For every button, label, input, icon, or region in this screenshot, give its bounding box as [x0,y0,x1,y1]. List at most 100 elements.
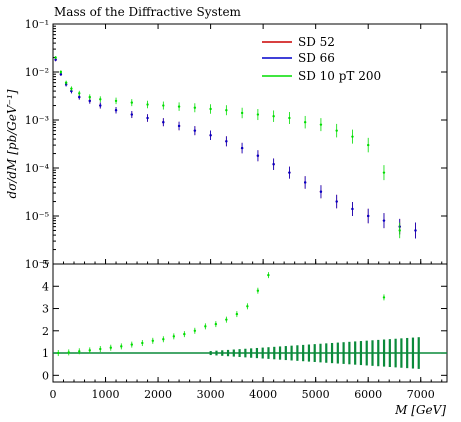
chart-title: Mass of the Diffractive System [54,5,242,19]
point-sd10 [64,81,68,84]
point-sd66 [225,140,228,143]
ratio-point-sd10 [57,351,60,355]
ratio-band [221,350,224,356]
x-tick-label: 4000 [249,388,277,401]
ratio-band [382,339,386,367]
point-sd66 [99,104,102,107]
upper-plot-frame [52,23,448,265]
upper-y-tick-label: 10⁻⁵ [25,210,49,223]
point-sd10 [114,99,118,103]
ratio-band [244,348,247,358]
ratio-point-sd10 [183,332,186,336]
x-tick-label: 6000 [354,388,382,401]
point-sd10 [70,87,73,90]
upper-y-tick-label: 10⁻² [25,66,49,79]
ratio-band [377,339,380,367]
ratio-band [278,346,282,360]
point-sd10 [398,229,401,232]
point-sd66 [256,154,260,157]
ratio-band [400,338,403,368]
x-tick-label: 0 [50,388,57,401]
ratio-point-sd10 [130,343,133,346]
lower-y-tick-label: 5 [42,258,49,271]
legend-label-sd10: SD 10 pT 200 [298,69,381,83]
upper-panel: 10⁻⁶ 10⁻⁵ 10⁻⁴ 10⁻³ 10⁻² 10⁻¹ SD 52 SD 66 SD … [5,18,448,271]
point-sd10 [256,113,260,116]
point-sd10 [382,171,386,174]
point-sd10 [130,101,133,104]
ratio-band [330,342,334,364]
x-tick-label: 7000 [407,388,435,401]
ratio-point-sd10 [256,289,260,292]
ratio-band [226,349,230,357]
point-sd66 [78,95,81,99]
point-sd10 [146,103,149,106]
ratio-band [388,339,391,367]
ratio-point-sd10 [151,339,155,343]
ratio-point-sd10 [382,296,386,299]
point-sd66 [367,214,370,218]
upper-y-tick-label: 10⁻³ [25,114,49,127]
ratio-band [394,338,397,368]
point-sd10 [54,56,57,59]
ratio-point-sd10 [109,346,112,349]
ratio-band [302,344,305,362]
point-sd10 [225,109,228,112]
ratio-band [267,347,270,359]
point-sd10 [319,123,323,126]
ratio-band [209,351,212,356]
upper-y-tick-label: 10⁻¹ [25,18,49,31]
ratio-band [290,345,293,361]
ratio-point-sd10 [141,341,144,345]
point-sd66 [382,219,386,222]
upper-data [54,56,417,239]
point-sd66 [335,200,338,203]
ratio-band [354,341,357,365]
point-sd10 [288,116,291,120]
ratio-band [342,342,345,364]
point-sd10 [59,70,63,74]
ratio-band [284,346,287,361]
ratio-band [255,347,259,359]
lower-y-tick-label: 4 [42,280,49,293]
ratio-band [313,344,316,362]
ratio-band [238,349,241,357]
x-tick-label: 1000 [92,388,120,401]
ratio-band [348,341,351,365]
x-tick-label: 3000 [197,388,225,401]
lower-ticks: 0 1000 2000 3000 4000 5000 6000 7000 0 1 2 3 4 5 [42,258,447,401]
ratio-point-sd10 [235,312,239,316]
point-sd66 [130,113,133,116]
point-sd10 [240,111,244,115]
lower-plot-frame [52,263,448,383]
ratio-band [365,340,368,366]
ratio-band [371,340,374,366]
ratio-band [232,349,235,357]
point-sd66 [88,99,91,103]
point-sd10 [367,143,370,147]
lower-y-tick-label: 0 [42,369,49,382]
point-sd10 [177,105,181,108]
ratio-point-sd10 [162,338,165,341]
ratio-band [319,343,322,363]
point-sd66 [146,116,149,120]
point-sd66 [351,207,354,211]
ratio-point-sd10 [246,305,249,308]
x-axis-label: M [GeV] [394,403,446,417]
lower-data [53,272,447,369]
point-sd66 [177,124,181,128]
point-sd66 [54,58,57,61]
lower-y-tick-label: 1 [42,347,49,360]
ratio-band [417,337,420,369]
point-sd66 [272,162,275,166]
point-sd10 [272,114,275,118]
point-sd10 [193,106,197,109]
point-sd66 [240,146,244,150]
point-sd66 [70,89,73,93]
lower-y-tick-label: 3 [42,303,49,316]
legend: SD 52 SD 66 SD 10 pT 200 [262,35,381,83]
upper-y-tick-label: 10⁻⁴ [25,162,50,175]
point-sd10 [162,104,165,107]
point-sd10 [209,107,212,111]
upper-y-tick-label: 10⁻⁶ [25,258,50,271]
